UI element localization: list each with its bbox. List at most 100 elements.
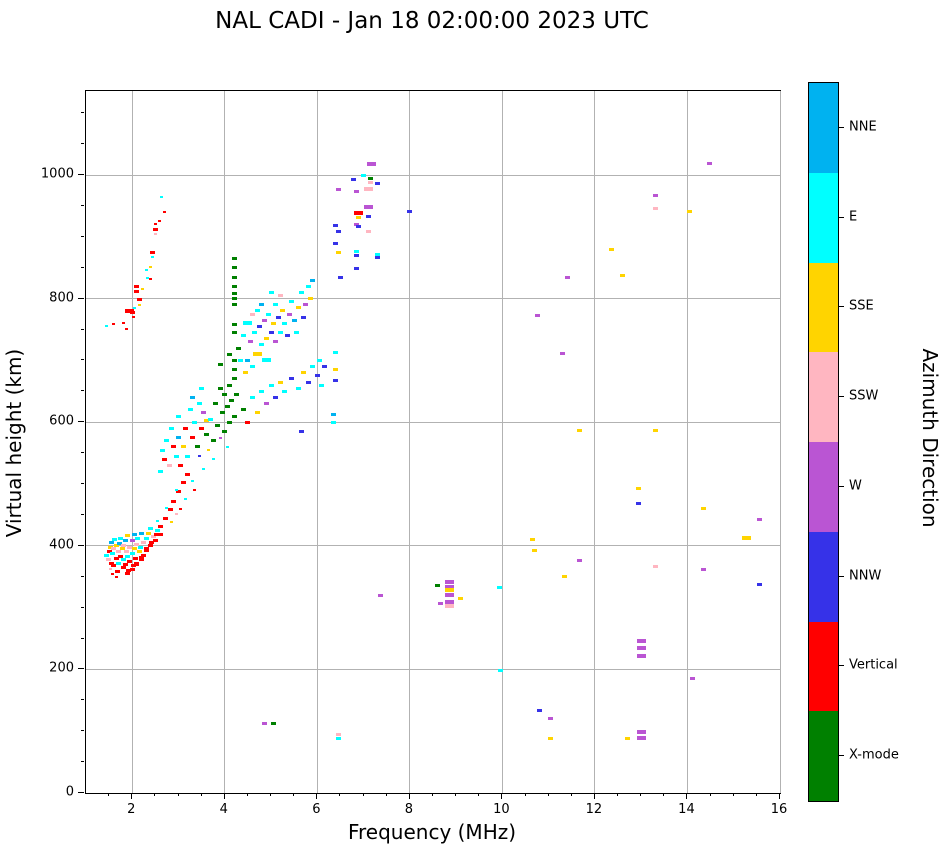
data-point [289,377,295,381]
data-point [174,489,178,492]
data-point [282,389,288,393]
data-point [335,251,341,255]
colorbar-tick [839,216,844,218]
data-point [192,420,198,424]
y-minor-tick [81,699,84,701]
data-point [143,549,149,553]
gridline [779,91,781,793]
data-point [300,371,306,375]
data-point [298,290,304,294]
data-point [435,583,441,587]
data-point [174,512,178,515]
data-point [252,352,262,357]
data-point [218,436,222,439]
colorbar-tick-label: SSW [849,388,879,404]
data-point [129,539,135,543]
data-point [354,222,360,226]
data-point [333,224,339,228]
data-point [162,211,166,214]
data-point [113,556,119,560]
data-point [333,367,339,371]
colorbar-tick-label: W [849,478,862,494]
data-point [250,365,256,369]
data-point [560,351,566,355]
data-point [125,572,131,576]
data-point [310,278,316,282]
data-point [363,186,373,191]
data-point [303,303,309,307]
data-point [377,594,383,598]
gridline [86,668,780,670]
data-point [153,232,157,235]
data-point [115,575,119,578]
data-point [331,413,337,417]
data-point [252,331,258,335]
data-point [141,541,147,545]
y-minor-tick [81,637,84,639]
data-point [120,565,126,569]
data-point [108,541,114,545]
data-point [225,445,229,448]
colorbar-tick [839,755,844,757]
data-point [636,487,642,491]
data-point [232,292,238,296]
data-point [132,547,138,551]
data-point [444,603,454,608]
y-minor-tick [81,483,84,485]
y-tick-label: 1000 [40,166,74,182]
data-point [226,383,232,387]
data-point [143,536,149,540]
data-point [277,331,283,335]
y-minor-tick [81,575,84,577]
y-tick [78,544,84,546]
x-tick-label: 16 [770,802,788,817]
data-point [652,565,658,569]
data-point [115,561,121,565]
data-point [111,547,117,551]
data-point [444,580,454,585]
data-point [277,294,283,298]
data-point [189,396,195,399]
data-point [335,733,341,737]
data-point [165,506,169,509]
data-point [134,289,140,293]
x-minor-tick [663,793,665,796]
x-minor-tick [755,793,757,796]
x-tick-label: 8 [404,802,413,817]
y-minor-tick [81,513,84,515]
data-point [231,414,237,418]
data-point [141,288,145,291]
data-point [319,383,325,387]
gridline [594,91,596,793]
y-minor-tick [81,761,84,763]
data-point [707,162,713,166]
data-point [144,269,148,272]
gridline [501,91,503,793]
data-point [105,557,111,561]
data-point [141,553,147,557]
data-point [756,582,762,586]
data-point [138,545,144,549]
data-point [112,538,118,542]
data-point [173,454,179,458]
data-point [224,405,230,409]
data-point [129,310,135,314]
colorbar-segment [809,172,838,263]
data-point [270,722,276,726]
data-point [444,592,454,597]
data-point [180,445,186,449]
data-point [333,241,339,245]
y-minor-tick [81,359,84,361]
data-point [213,402,219,406]
data-point [139,531,145,535]
data-point [273,340,279,344]
x-tick-label: 10 [493,802,510,817]
data-point [366,161,376,166]
data-point [132,533,138,537]
data-point [222,392,228,396]
data-point [197,455,201,458]
data-point [217,386,223,390]
data-point [193,489,197,492]
y-tick-label: 600 [49,413,74,429]
